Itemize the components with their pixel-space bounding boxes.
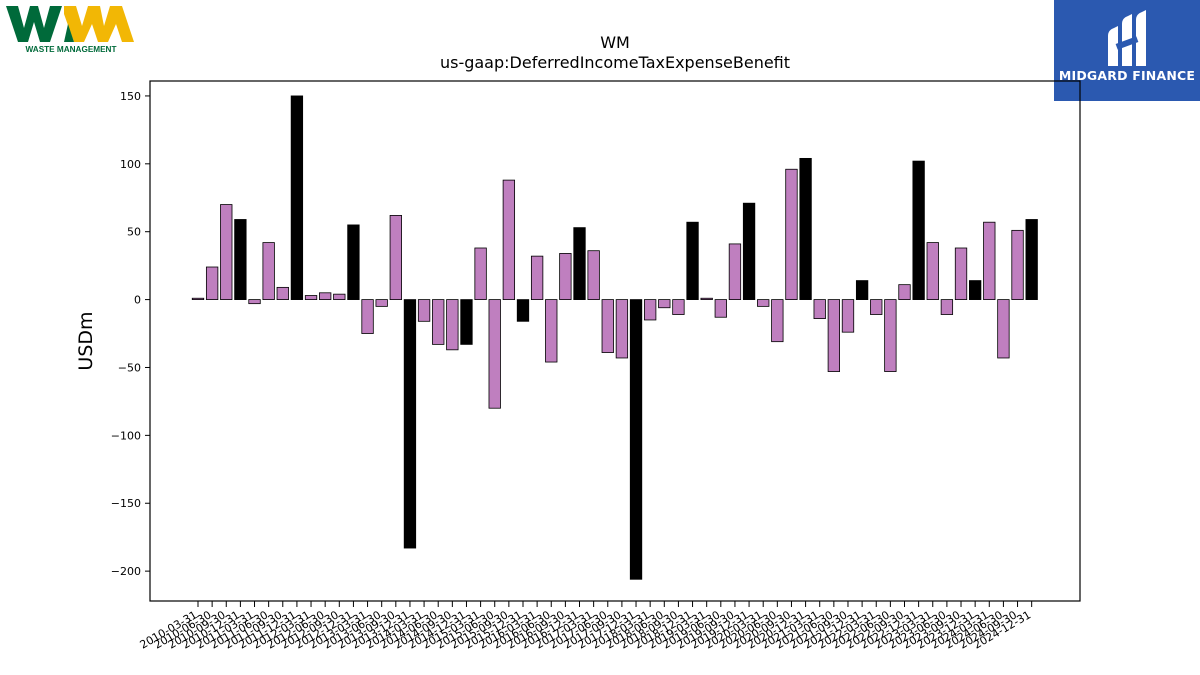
bar-2019-03-31 — [700, 297, 713, 300]
bar-2013-09-30 — [389, 215, 402, 300]
bar-2024-09-30 — [1011, 229, 1024, 300]
y-axis-label: USDm — [75, 311, 97, 370]
bar-2017-12-31 — [629, 299, 643, 580]
y-axis: 150 100 50 0 −50 −100 −150 −200 — [111, 90, 150, 578]
bar-2019-06-30 — [714, 299, 727, 318]
bar-2014-03-31 — [417, 299, 431, 322]
bar-2019-09-30 — [728, 243, 742, 300]
y-tick-label: 150 — [120, 90, 141, 103]
bar-2015-06-30 — [488, 299, 501, 409]
bar-2023-12-31 — [969, 280, 982, 300]
bar-2019-12-31 — [742, 202, 756, 300]
bar-2017-09-30 — [615, 299, 629, 359]
y-tick-label: 0 — [134, 294, 141, 307]
bar-2011-03-31 — [248, 299, 261, 305]
bar-2024-12-31 — [1025, 219, 1038, 300]
bar-2012-09-30 — [333, 293, 346, 300]
midgard-logo-icon — [1108, 10, 1146, 66]
bar-2011-06-30 — [262, 242, 275, 300]
y-tick-label: −200 — [111, 565, 141, 578]
bar-2021-06-30 — [827, 299, 840, 372]
chart-title: WM — [600, 33, 630, 52]
bar-2015-09-30 — [502, 179, 516, 300]
bar-2018-06-30 — [658, 299, 671, 309]
bar-2021-03-31 — [813, 299, 826, 319]
waste-management-logo: WASTE MANAGEMENT — [4, 4, 138, 56]
bar-2021-09-30 — [841, 299, 855, 333]
y-tick-label: 50 — [127, 226, 141, 239]
bar-2023-03-31 — [926, 242, 939, 300]
bar-2015-03-31 — [474, 247, 487, 300]
bar-2018-09-30 — [672, 299, 685, 315]
midgard-finance-logo: MIDGARD FINANCE — [1054, 0, 1200, 101]
bar-2023-09-30 — [954, 247, 968, 300]
bar-2010-03-31 — [191, 297, 205, 300]
y-tick-label: −50 — [118, 361, 141, 374]
bar-2011-12-31 — [290, 95, 304, 300]
bar-2016-09-30 — [559, 253, 572, 300]
plot-frame — [149, 80, 1081, 602]
midgard-logo-caption: MIDGARD FINANCE — [1058, 68, 1196, 83]
bar-2014-06-30 — [432, 299, 445, 345]
bar-2020-03-31 — [757, 299, 770, 307]
bar-2010-12-31 — [234, 219, 247, 300]
bar-2022-06-30 — [884, 299, 897, 372]
bar-2018-03-31 — [644, 299, 657, 321]
bar-2023-06-30 — [940, 299, 954, 315]
bar-2020-09-30 — [785, 168, 798, 300]
bar-2020-06-30 — [771, 299, 784, 343]
bar-2020-12-31 — [799, 157, 812, 300]
bar-2017-06-30 — [601, 299, 614, 353]
y-tick-label: 100 — [120, 158, 141, 171]
bar-2012-12-31 — [347, 224, 360, 300]
bar-2018-12-31 — [686, 221, 699, 300]
bar-2016-12-31 — [573, 227, 586, 300]
bar-2012-06-30 — [319, 292, 332, 300]
bar-2013-06-30 — [375, 299, 388, 307]
bar-2015-12-31 — [516, 299, 530, 322]
bar-2011-09-30 — [276, 286, 289, 300]
bar-2024-06-30 — [997, 299, 1010, 359]
bar-2016-03-31 — [530, 255, 544, 300]
bar-2012-03-31 — [304, 295, 318, 300]
bar-2017-03-31 — [587, 250, 600, 300]
bar-2013-12-31 — [403, 299, 417, 549]
bar-2021-12-31 — [855, 280, 869, 300]
bar-2013-03-31 — [361, 299, 374, 334]
bar-2014-12-31 — [460, 299, 473, 345]
bar-2024-03-31 — [983, 221, 996, 300]
x-axis: 2010-03-312010-06-302010-09-302010-12-31… — [138, 601, 1033, 652]
bar-2016-06-30 — [545, 299, 558, 363]
wm-logo-caption: WASTE MANAGEMENT — [26, 45, 117, 54]
bar-2022-12-31 — [912, 160, 925, 300]
y-tick-label: −100 — [111, 429, 141, 442]
wm-logo-icon: WASTE MANAGEMENT — [6, 6, 134, 54]
chart-subtitle: us-gaap:DeferredIncomeTaxExpenseBenefit — [440, 53, 790, 72]
bar-2022-03-31 — [870, 299, 883, 315]
bar-2010-09-30 — [220, 204, 233, 300]
bar-series — [191, 95, 1038, 580]
bar-2014-09-30 — [446, 299, 459, 351]
bar-2022-09-30 — [898, 284, 911, 300]
bar-2010-06-30 — [205, 266, 219, 300]
y-tick-label: −150 — [111, 497, 141, 510]
